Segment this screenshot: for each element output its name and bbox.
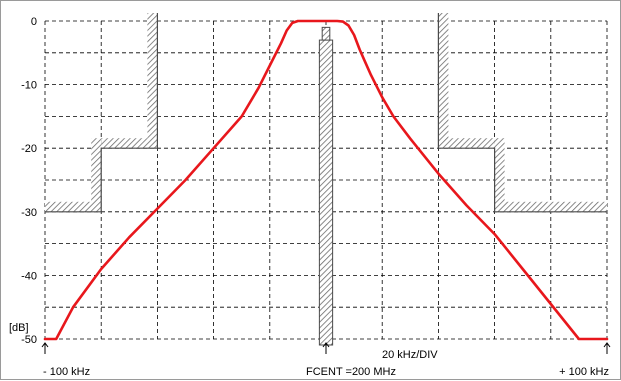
upper-right-mask-hatch bbox=[494, 138, 505, 212]
upper-right-mask-hatch bbox=[438, 13, 449, 149]
label-layer: 0 -10 -20 -30 -40 -50[dB] - 100 kHz FCENT =200 … bbox=[9, 16, 611, 378]
x-label-left: - 100 kHz bbox=[43, 366, 90, 378]
y-tick-label: -30 bbox=[21, 207, 37, 219]
y-axis-label: [dB] bbox=[9, 322, 29, 334]
y-tick-label: -50 bbox=[21, 334, 37, 346]
x-label-center: FCENT =200 MHz bbox=[306, 366, 396, 378]
lower-left-mask-hatch bbox=[147, 13, 158, 149]
marker-arrow-head bbox=[603, 342, 611, 348]
y-tick-label: -10 bbox=[21, 80, 37, 92]
marker-arrow-head bbox=[41, 342, 49, 348]
x-division-label: 20 kHz/DIV bbox=[382, 349, 438, 361]
upper-right-mask-edge bbox=[437, 13, 607, 213]
marker-arrow-head bbox=[322, 342, 330, 348]
curve-layer bbox=[43, 19, 609, 341]
x-label-right: + 100 kHz bbox=[559, 366, 609, 378]
upper-right-mask-hatch bbox=[438, 138, 495, 149]
center-column-cap bbox=[321, 26, 331, 41]
y-tick-label: -20 bbox=[21, 143, 37, 155]
upper-right-mask-hatch bbox=[494, 201, 607, 212]
y-tick-label: 0 bbox=[31, 16, 37, 28]
response-curve bbox=[43, 19, 609, 341]
lower-left-mask-edge bbox=[45, 13, 158, 213]
lower-left-mask-hatch bbox=[45, 201, 102, 212]
lower-left-mask-hatch bbox=[101, 138, 158, 149]
lower-left-mask-hatch bbox=[91, 138, 102, 212]
y-tick-label: -40 bbox=[21, 270, 37, 282]
mask-layer bbox=[45, 13, 607, 346]
center-column bbox=[318, 39, 334, 346]
